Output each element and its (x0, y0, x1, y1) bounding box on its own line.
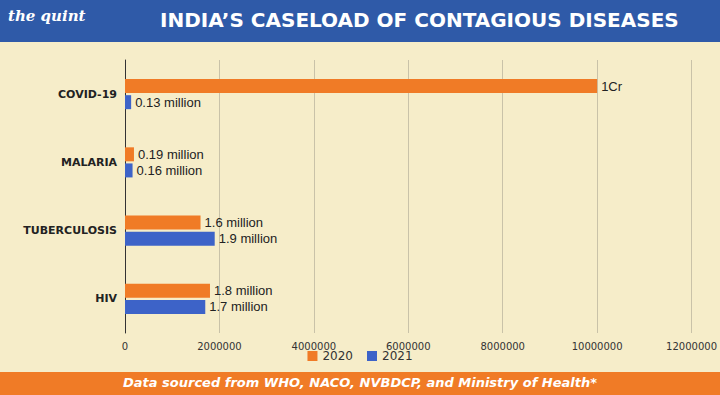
svg-text:1.7 million: 1.7 million (209, 299, 268, 314)
svg-text:MALARIA: MALARIA (61, 156, 118, 169)
svg-text:2020: 2020 (322, 349, 353, 363)
svg-text:2000000: 2000000 (197, 341, 242, 352)
svg-text:HIV: HIV (95, 292, 117, 305)
svg-text:0.16 million: 0.16 million (137, 163, 203, 178)
svg-text:1Cr: 1Cr (601, 79, 623, 94)
svg-text:1.6 million: 1.6 million (205, 215, 264, 230)
svg-text:6000000: 6000000 (386, 340, 431, 352)
svg-text:12000000: 12000000 (666, 341, 717, 352)
svg-text:0.13 million: 0.13 million (135, 95, 201, 110)
svg-text:INDIA’S CASELOAD OF CONTAGIOUS: INDIA’S CASELOAD OF CONTAGIOUS DISEASES (160, 8, 679, 32)
svg-text:2021: 2021 (382, 349, 413, 363)
svg-text:TUBERCULOSIS: TUBERCULOSIS (23, 224, 117, 237)
svg-text:the quint: the quint (8, 7, 86, 25)
svg-text:10000000: 10000000 (572, 341, 623, 352)
svg-text:1.9 million: 1.9 million (219, 231, 278, 246)
svg-text:1.8 million: 1.8 million (214, 283, 273, 298)
svg-text:COVID-19: COVID-19 (58, 88, 117, 101)
svg-text:4000000: 4000000 (291, 340, 337, 352)
svg-text:Data sourced from WHO, NACO, N: Data sourced from WHO, NACO, NVBDCP, and… (123, 375, 597, 390)
svg-text:8000000: 8000000 (480, 341, 525, 352)
svg-text:0: 0 (122, 341, 128, 352)
svg-text:0.19 million: 0.19 million (138, 147, 204, 162)
